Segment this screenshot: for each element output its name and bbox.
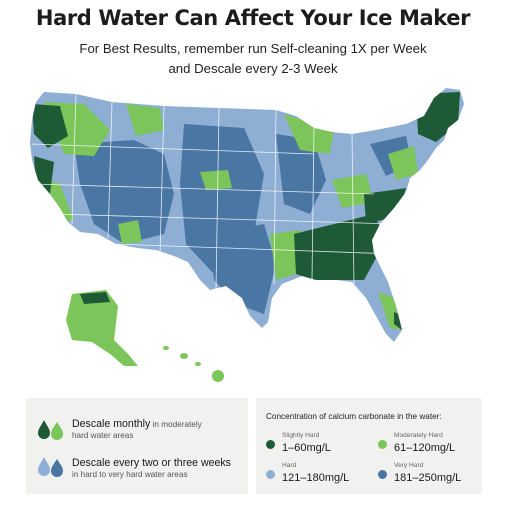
legend-moderately-hard: Moderately Hard 61–120mg/L <box>378 432 488 462</box>
descale-monthly-label: Descale monthly <box>72 418 151 430</box>
region-slight-southeast <box>294 214 386 280</box>
legend-very-hard: Very Hard 181–250mg/L <box>378 462 488 492</box>
descale-legend: Descale monthly in moderately hard water… <box>26 398 248 494</box>
region-moderate-rockies <box>126 104 164 136</box>
hardness-legend: Concentration of calcium carbonate in th… <box>256 398 482 494</box>
subtitle-line-1: For Best Results, remember run Self-clea… <box>79 41 427 56</box>
legend-hard: Hard 121–180mg/L <box>266 462 376 492</box>
slightly-hard-range: 1–60mg/L <box>282 442 331 454</box>
legend-slightly-hard: Slightly Hard 1–60mg/L <box>266 432 376 462</box>
hard-swatch <box>266 470 275 479</box>
moderately-hard-range: 61–120mg/L <box>394 442 456 454</box>
descale-monthly-sub: hard water areas <box>72 431 134 440</box>
region-very-hard-west <box>74 140 174 244</box>
moderately-hard-level: Moderately Hard <box>394 432 443 439</box>
descale-monthly-tail: in moderately <box>150 420 202 429</box>
region-moderate-ne <box>388 146 418 180</box>
region-moderate-sw <box>118 220 142 244</box>
blue-water-drops-icon <box>38 457 63 477</box>
green-water-drops-icon <box>38 420 63 440</box>
region-slight-newengland <box>416 92 460 142</box>
page-title: Hard Water Can Affect Your Ice Maker <box>35 6 471 30</box>
descale-biweekly-label: Descale every two or three weeks <box>72 457 231 469</box>
region-very-hard-texas <box>210 224 276 314</box>
slightly-hard-swatch <box>266 440 275 449</box>
state-borders <box>31 93 395 291</box>
hard-range: 121–180mg/L <box>282 472 350 484</box>
alaska-slightly-hard-strip <box>80 292 110 304</box>
very-hard-swatch <box>378 470 387 479</box>
slightly-hard-level: Slightly Hard <box>282 432 320 439</box>
hard-level: Hard <box>282 462 297 469</box>
moderately-hard-swatch <box>378 440 387 449</box>
region-slight-pnw <box>32 104 68 148</box>
region-moderate-great-lakes <box>284 114 334 154</box>
very-hard-level: Very Hard <box>394 462 424 469</box>
region-slight-carolinas <box>364 188 406 224</box>
region-moderate-central <box>200 170 232 190</box>
alaska <box>66 290 138 366</box>
us-hardness-map <box>14 84 492 399</box>
very-hard-range: 181–250mg/L <box>394 472 462 484</box>
descale-biweekly-sub: in hard to very hard water areas <box>72 470 188 479</box>
concentration-title: Concentration of calcium carbonate in th… <box>266 412 442 421</box>
hawaii <box>163 346 224 382</box>
subtitle-line-2: and Descale every 2-3 Week <box>168 61 338 76</box>
